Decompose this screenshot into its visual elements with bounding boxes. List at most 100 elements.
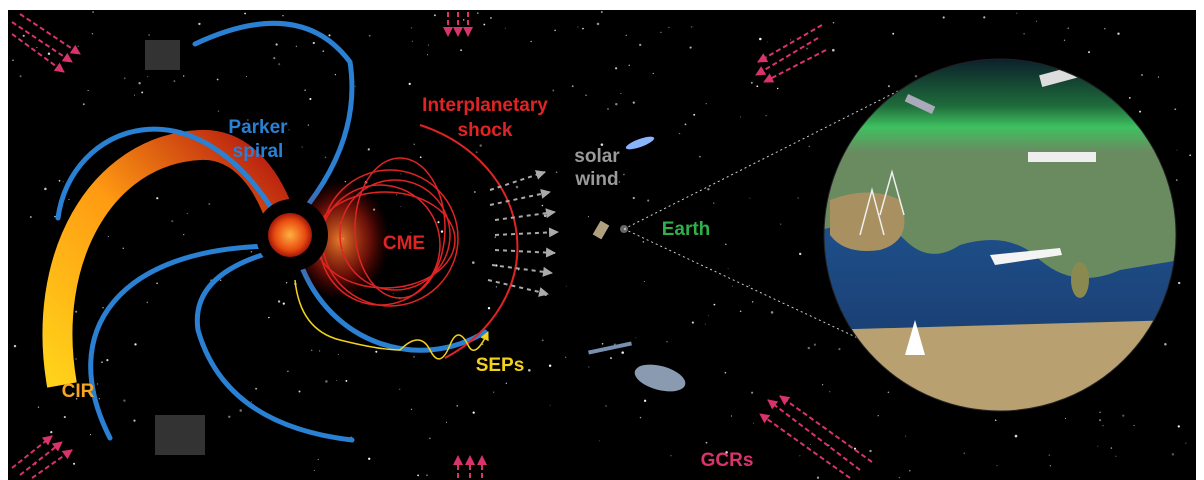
- star: [1174, 108, 1176, 110]
- star: [597, 23, 600, 26]
- star: [473, 411, 475, 413]
- star: [713, 202, 714, 203]
- star: [732, 286, 733, 287]
- star: [309, 98, 311, 100]
- star: [693, 114, 695, 116]
- star: [490, 17, 492, 19]
- star: [124, 77, 126, 79]
- star: [556, 172, 557, 173]
- star: [817, 477, 819, 479]
- star: [255, 388, 257, 390]
- star: [832, 49, 835, 52]
- star: [544, 214, 547, 217]
- star: [36, 47, 37, 48]
- space-weather-diagram: Parker spiral Interplanetary shock solar…: [0, 0, 1204, 480]
- star: [615, 67, 617, 69]
- star: [767, 42, 768, 43]
- star: [607, 108, 608, 109]
- star: [325, 157, 326, 158]
- star: [780, 223, 781, 224]
- star: [296, 46, 297, 47]
- star: [278, 63, 280, 65]
- star: [1185, 443, 1186, 444]
- star: [108, 236, 109, 237]
- star: [368, 148, 370, 150]
- star: [299, 391, 301, 393]
- star: [565, 357, 566, 358]
- star: [198, 23, 200, 25]
- star: [477, 12, 479, 14]
- star: [106, 359, 108, 361]
- star: [1158, 77, 1159, 78]
- star: [268, 317, 269, 318]
- star: [400, 174, 401, 175]
- star: [273, 57, 275, 59]
- star: [1172, 453, 1174, 455]
- star: [888, 85, 890, 87]
- star: [670, 455, 671, 456]
- star: [187, 213, 188, 214]
- probe: [145, 40, 180, 70]
- star: [628, 65, 629, 66]
- star: [505, 28, 506, 29]
- star: [759, 38, 762, 41]
- star: [690, 47, 692, 49]
- star: [753, 423, 754, 424]
- star: [699, 156, 701, 158]
- star: [838, 348, 840, 350]
- star: [228, 416, 230, 418]
- star: [633, 197, 635, 199]
- star: [493, 392, 494, 393]
- star: [73, 463, 75, 465]
- star: [599, 440, 600, 441]
- star: [749, 285, 750, 286]
- star: [751, 392, 753, 394]
- parker-spiral-label: spiral: [233, 141, 284, 162]
- star: [23, 35, 25, 37]
- star: [1099, 419, 1101, 421]
- star: [417, 474, 419, 476]
- star: [756, 85, 758, 87]
- star: [287, 370, 289, 372]
- star: [995, 420, 997, 422]
- star: [174, 80, 176, 82]
- star: [393, 293, 394, 294]
- star: [751, 82, 753, 84]
- probe: [155, 415, 205, 455]
- star: [92, 11, 93, 12]
- star: [64, 416, 66, 418]
- cme-label: CME: [383, 233, 425, 254]
- star: [1067, 27, 1068, 28]
- star: [411, 409, 412, 410]
- star: [542, 205, 544, 207]
- earth-label: Earth: [662, 219, 711, 240]
- star: [220, 280, 221, 281]
- space-station: [1028, 152, 1096, 162]
- star: [411, 27, 412, 28]
- star: [713, 304, 715, 306]
- star: [63, 181, 64, 182]
- star: [899, 477, 901, 479]
- star: [822, 384, 823, 385]
- star: [308, 124, 309, 125]
- star: [289, 129, 290, 130]
- star: [668, 27, 669, 28]
- star: [809, 146, 810, 147]
- star: [549, 364, 551, 366]
- star: [92, 33, 93, 34]
- star: [275, 43, 277, 45]
- star: [777, 88, 778, 89]
- star: [426, 474, 428, 476]
- star: [542, 339, 544, 341]
- star: [138, 82, 140, 84]
- star: [810, 444, 811, 445]
- star: [878, 415, 879, 416]
- star: [328, 34, 330, 36]
- star: [183, 75, 184, 76]
- star: [54, 216, 55, 217]
- star: [495, 236, 496, 237]
- shock-label: shock: [458, 120, 513, 141]
- star: [869, 450, 871, 452]
- star: [246, 76, 247, 77]
- star: [97, 383, 98, 384]
